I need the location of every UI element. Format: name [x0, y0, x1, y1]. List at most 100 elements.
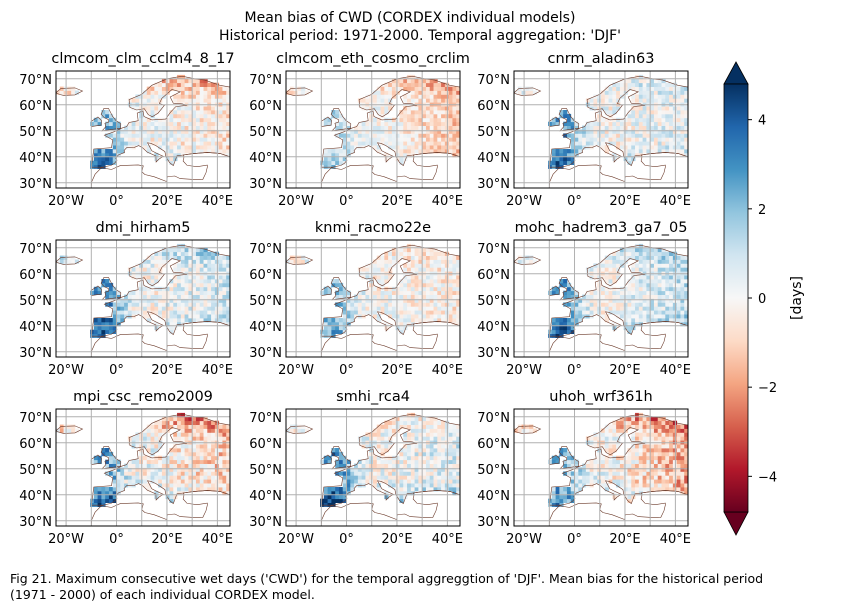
bias-cell: [376, 98, 381, 103]
bias-cell: [631, 141, 636, 146]
bias-cell: [165, 310, 170, 315]
bias-cell: [323, 152, 329, 158]
bias-cell: [211, 306, 216, 311]
bias-cell: [199, 263, 204, 268]
bias-cell: [395, 78, 400, 84]
bias-cell: [418, 255, 423, 260]
bias-cell: [642, 275, 647, 280]
bias-cell: [418, 436, 423, 441]
bias-cell: [623, 314, 628, 319]
lon-tick-label: 20°E: [609, 194, 640, 209]
bias-cell: [456, 306, 460, 311]
bias-cell: [158, 455, 163, 461]
bias-cell: [131, 275, 136, 280]
bias-cell: [627, 251, 632, 256]
bias-cell: [525, 90, 530, 95]
bias-cell: [650, 141, 655, 146]
bias-cell: [437, 428, 442, 433]
lon-tick-label: 20°W: [506, 363, 542, 378]
bias-cell: [612, 444, 617, 449]
bias-cell: [414, 137, 419, 142]
bias-cell: [211, 424, 216, 429]
bias-cell: [173, 298, 178, 303]
bias-cell: [403, 467, 408, 472]
bias-cell: [646, 247, 651, 253]
bias-cell: [635, 98, 640, 103]
bias-cell: [661, 444, 666, 449]
bias-cell: [388, 286, 393, 292]
bias-cell: [574, 479, 579, 484]
bias-cell: [222, 86, 227, 91]
bias-cell: [399, 117, 404, 123]
bias-cell: [143, 290, 148, 295]
bias-cell: [380, 475, 385, 480]
bias-cell: [448, 282, 453, 288]
bias-cell: [180, 432, 186, 437]
bias-cell: [680, 282, 685, 288]
bias-cell: [593, 133, 598, 138]
bias-cell: [407, 321, 412, 327]
bias-cell: [566, 286, 572, 292]
bias-cell: [566, 494, 572, 500]
bias-cell: [452, 267, 457, 272]
bias-cell: [433, 455, 438, 461]
bias-cell: [403, 125, 408, 130]
bias-cell: [669, 125, 674, 130]
bias-cell: [184, 310, 189, 315]
bias-cell: [388, 106, 393, 111]
bias-cell: [650, 479, 655, 484]
bias-cell: [218, 149, 223, 154]
bias-cell: [429, 125, 434, 130]
bias-cell: [150, 106, 155, 111]
bias-cell: [173, 94, 178, 99]
bias-cell: [399, 145, 404, 150]
bias-cell: [407, 487, 412, 492]
bias-cell: [222, 129, 227, 134]
bias-cell: [601, 475, 606, 480]
bias-cell: [410, 259, 416, 264]
bias-cell: [395, 494, 400, 500]
bias-cell: [425, 459, 431, 464]
bias-cell: [437, 137, 442, 142]
bias-cell: [604, 463, 609, 468]
bias-cell: [559, 494, 564, 500]
bias-cell: [173, 133, 178, 138]
bias-cell: [395, 286, 400, 292]
bias-cell: [601, 259, 606, 264]
bias-cell: [207, 145, 212, 150]
bias-cell: [177, 294, 182, 299]
bias-cell: [441, 451, 446, 457]
bias-cell: [357, 290, 363, 295]
bias-cell: [177, 448, 182, 453]
bias-cell: [635, 432, 640, 437]
bias-cell: [653, 436, 659, 441]
bias-cell: [327, 325, 332, 331]
bias-cell: [365, 444, 370, 449]
bias-cell: [203, 279, 208, 284]
bias-cell: [120, 487, 125, 492]
bias-cell: [384, 279, 389, 284]
bias-cell: [604, 125, 609, 130]
coastline: [514, 490, 688, 526]
bias-cell: [380, 133, 385, 138]
bias-cell: [105, 121, 110, 126]
bias-cell: [169, 318, 174, 323]
bias-cell: [684, 152, 688, 158]
bias-cell: [635, 321, 640, 327]
bias-cell: [532, 428, 538, 433]
bias-cell: [180, 255, 186, 260]
lon-tick-label: 40°E: [432, 194, 463, 209]
bias-cell: [422, 302, 427, 307]
bias-cell: [226, 90, 230, 95]
bias-cell: [418, 318, 423, 323]
bias-cell: [684, 294, 688, 299]
bias-cell: [414, 475, 419, 480]
bias-cell: [612, 82, 617, 87]
bias-cell: [373, 459, 378, 464]
bias-cell: [169, 451, 174, 457]
bias-cell: [226, 141, 230, 146]
bias-cell: [661, 267, 666, 272]
bias-cell: [165, 420, 170, 425]
bias-cell: [143, 298, 148, 303]
